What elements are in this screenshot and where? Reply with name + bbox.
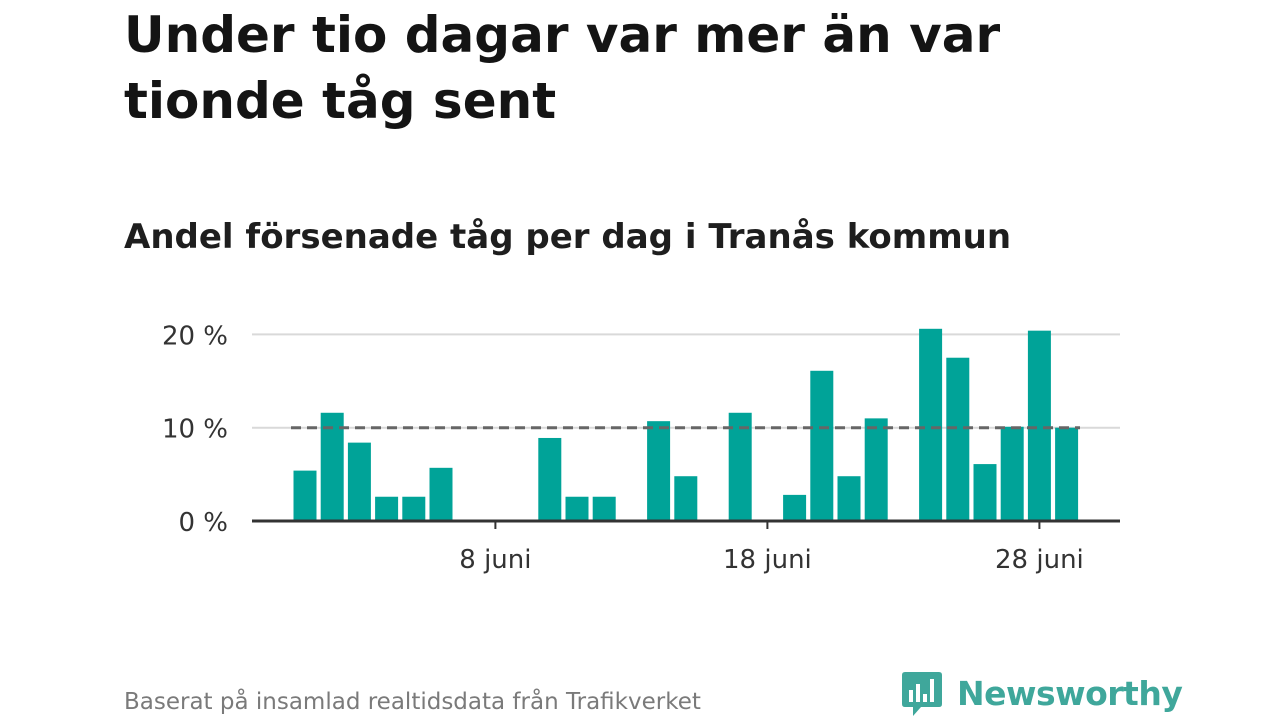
bar — [864, 418, 888, 521]
bar — [320, 412, 344, 521]
bar-chart-speech-bubble-icon — [902, 672, 942, 716]
brand-name: Newsworthy — [957, 674, 1183, 713]
bar — [783, 494, 807, 521]
x-tick-label: 8 juni — [459, 545, 531, 575]
bar-chart: 0 % 10 % 20 % 8 juni 18 juni 28 juni — [162, 321, 1120, 575]
bar — [647, 421, 671, 521]
bar — [592, 496, 616, 521]
chart-title: Under tio dagar var mer än var tionde tå… — [124, 6, 1001, 130]
bar — [1055, 427, 1079, 521]
bar — [919, 328, 943, 521]
bar — [538, 437, 562, 521]
bar — [1027, 330, 1051, 521]
bar — [429, 467, 453, 521]
bar — [1000, 426, 1024, 521]
chart-subtitle: Andel försenade tåg per dag i Tranås kom… — [124, 217, 1012, 257]
y-tick-label: 20 % — [162, 321, 228, 351]
bar — [674, 476, 698, 521]
brand-logo[interactable]: Newsworthy — [901, 670, 1183, 718]
bar — [973, 464, 997, 521]
bar — [565, 496, 589, 521]
bar — [375, 496, 399, 521]
y-tick-label: 10 % — [162, 415, 228, 445]
bar — [810, 370, 834, 521]
bar — [946, 357, 970, 521]
bar — [728, 412, 752, 521]
bar — [837, 476, 861, 521]
source-note: Baserat på insamlad realtidsdata från Tr… — [124, 689, 701, 715]
bar — [402, 496, 426, 521]
bar — [293, 470, 317, 521]
bar — [347, 442, 371, 521]
x-tick-label: 28 juni — [995, 545, 1084, 575]
y-tick-label: 0 % — [178, 508, 228, 538]
x-tick-label: 18 juni — [723, 545, 812, 575]
